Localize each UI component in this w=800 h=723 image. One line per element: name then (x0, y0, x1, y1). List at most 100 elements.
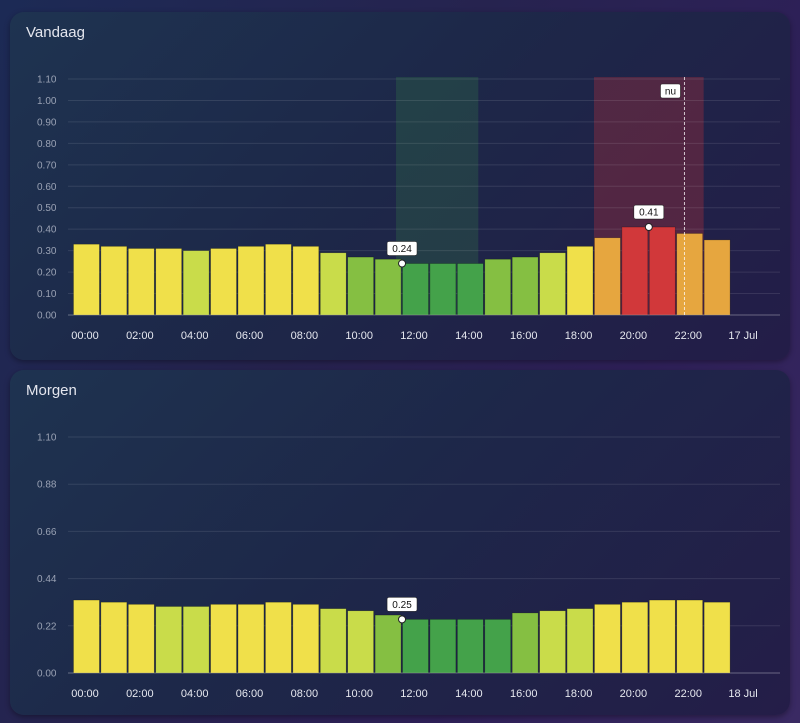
price-bar (128, 604, 155, 674)
y-tick-label: 0.80 (37, 139, 57, 150)
x-tick-label: 06:00 (236, 330, 264, 342)
x-tick-label: 14:00 (455, 688, 483, 700)
price-bar (237, 604, 265, 674)
price-bar (155, 248, 182, 316)
y-tick-label: 1.00 (37, 96, 57, 107)
now-label: nu (660, 83, 681, 99)
price-bar (237, 246, 265, 316)
price-bar (566, 608, 594, 674)
price-bar (703, 601, 731, 674)
price-bar (374, 614, 402, 674)
price-chart-morgen[interactable]: 0.00 0.22 0.44 0.66 0.88 1.10 00:00 02:00 04:00 0… (10, 370, 790, 715)
price-bar (676, 599, 703, 674)
min-price-marker (398, 259, 407, 268)
annotation-text: 0.41 (639, 208, 659, 219)
x-tick-label: 12:00 (400, 330, 428, 342)
min-price-marker (398, 615, 407, 624)
price-bar (539, 252, 566, 316)
y-tick-label: 0.70 (37, 160, 57, 171)
price-bar (676, 233, 703, 316)
price-bar (621, 601, 649, 674)
x-tick-label: 08:00 (291, 688, 319, 700)
price-bar (73, 599, 100, 674)
price-bar (511, 612, 539, 674)
x-tick-label: 22:00 (674, 330, 702, 342)
price-bar (319, 608, 347, 674)
x-tick-label: 00:00 (71, 330, 99, 342)
x-tick-label: 20:00 (620, 330, 648, 342)
price-bar (292, 246, 320, 316)
now-label-text: nu (665, 87, 676, 98)
price-bar (484, 619, 512, 674)
price-bar (511, 256, 539, 316)
annotation-text: 0.24 (392, 244, 412, 255)
price-bar (649, 599, 676, 674)
x-tick-label: 00:00 (71, 688, 99, 700)
y-tick-label: 0.10 (37, 289, 57, 300)
y-tick-label: 1.10 (37, 75, 57, 86)
x-tick-label: 06:00 (236, 688, 264, 700)
chart-card-vandaag: Vandaag 0.00 0.10 0.20 0.30 0.40 0.50 0.60 0.70… (10, 12, 790, 360)
x-tick-label: 02:00 (126, 688, 154, 700)
y-tick-label: 0.22 (37, 621, 57, 632)
x-tick-label: 10:00 (345, 688, 373, 700)
card-title-morgen: Morgen (26, 382, 77, 399)
price-bar (621, 226, 649, 316)
x-tick-label: 20:00 (620, 688, 648, 700)
price-bar (210, 604, 237, 674)
max-price-label: 0.41 (633, 204, 665, 220)
price-bar (402, 263, 429, 316)
price-bar (374, 258, 402, 316)
x-tick-label: 18:00 (565, 688, 593, 700)
price-bar (649, 226, 676, 316)
x-tick-label: 22:00 (674, 688, 702, 700)
x-tick-label: 08:00 (291, 330, 319, 342)
now-label-box (660, 83, 681, 99)
price-bar (457, 619, 484, 674)
chart-card-morgen: Morgen 0.00 0.22 0.44 0.66 0.88 1.10 00:00 02:0… (10, 370, 790, 715)
card-title-vandaag: Vandaag (26, 24, 85, 41)
annotation-text: 0.25 (392, 600, 412, 611)
price-chart-vandaag[interactable]: 0.00 0.10 0.20 0.30 0.40 0.50 0.60 0.70 0.80 0.90… (10, 12, 790, 360)
y-tick-label: 0.00 (37, 311, 57, 322)
price-bar (347, 256, 374, 316)
price-bar (457, 263, 484, 316)
y-tick-label: 0.00 (37, 669, 57, 680)
x-tick-label: 18 Jul (728, 688, 757, 700)
min-price-label: 0.25 (386, 597, 418, 612)
price-bar (265, 243, 292, 316)
price-bar (402, 619, 429, 674)
max-price-marker (644, 223, 653, 232)
price-bar (594, 237, 621, 316)
y-tick-label: 0.90 (37, 117, 57, 128)
min-price-label: 0.24 (386, 241, 418, 256)
price-bar (319, 252, 347, 316)
y-tick-label: 0.44 (37, 574, 57, 585)
price-bar (292, 604, 320, 674)
x-tick-label: 04:00 (181, 330, 209, 342)
y-tick-label: 0.20 (37, 268, 57, 279)
price-bar (155, 606, 182, 674)
x-tick-label: 16:00 (510, 688, 538, 700)
price-bar (265, 601, 292, 674)
annotation-box (633, 204, 665, 220)
price-bar (347, 610, 374, 674)
price-bar (100, 246, 128, 316)
x-tick-label: 16:00 (510, 330, 538, 342)
price-bar (566, 246, 594, 316)
annotation-box (386, 241, 418, 256)
price-bar (484, 258, 512, 316)
price-bar (182, 606, 210, 674)
price-bar (210, 248, 237, 316)
annotation-box (386, 597, 418, 612)
price-bar (594, 604, 621, 674)
y-tick-label: 1.10 (37, 433, 57, 444)
y-tick-label: 0.50 (37, 203, 57, 214)
y-tick-label: 0.40 (37, 225, 57, 236)
price-bar (429, 619, 457, 674)
x-tick-label: 17 Jul (728, 330, 757, 342)
price-bar (73, 243, 100, 316)
price-bar (128, 248, 155, 316)
price-bar (539, 610, 566, 674)
price-bar (100, 601, 128, 674)
